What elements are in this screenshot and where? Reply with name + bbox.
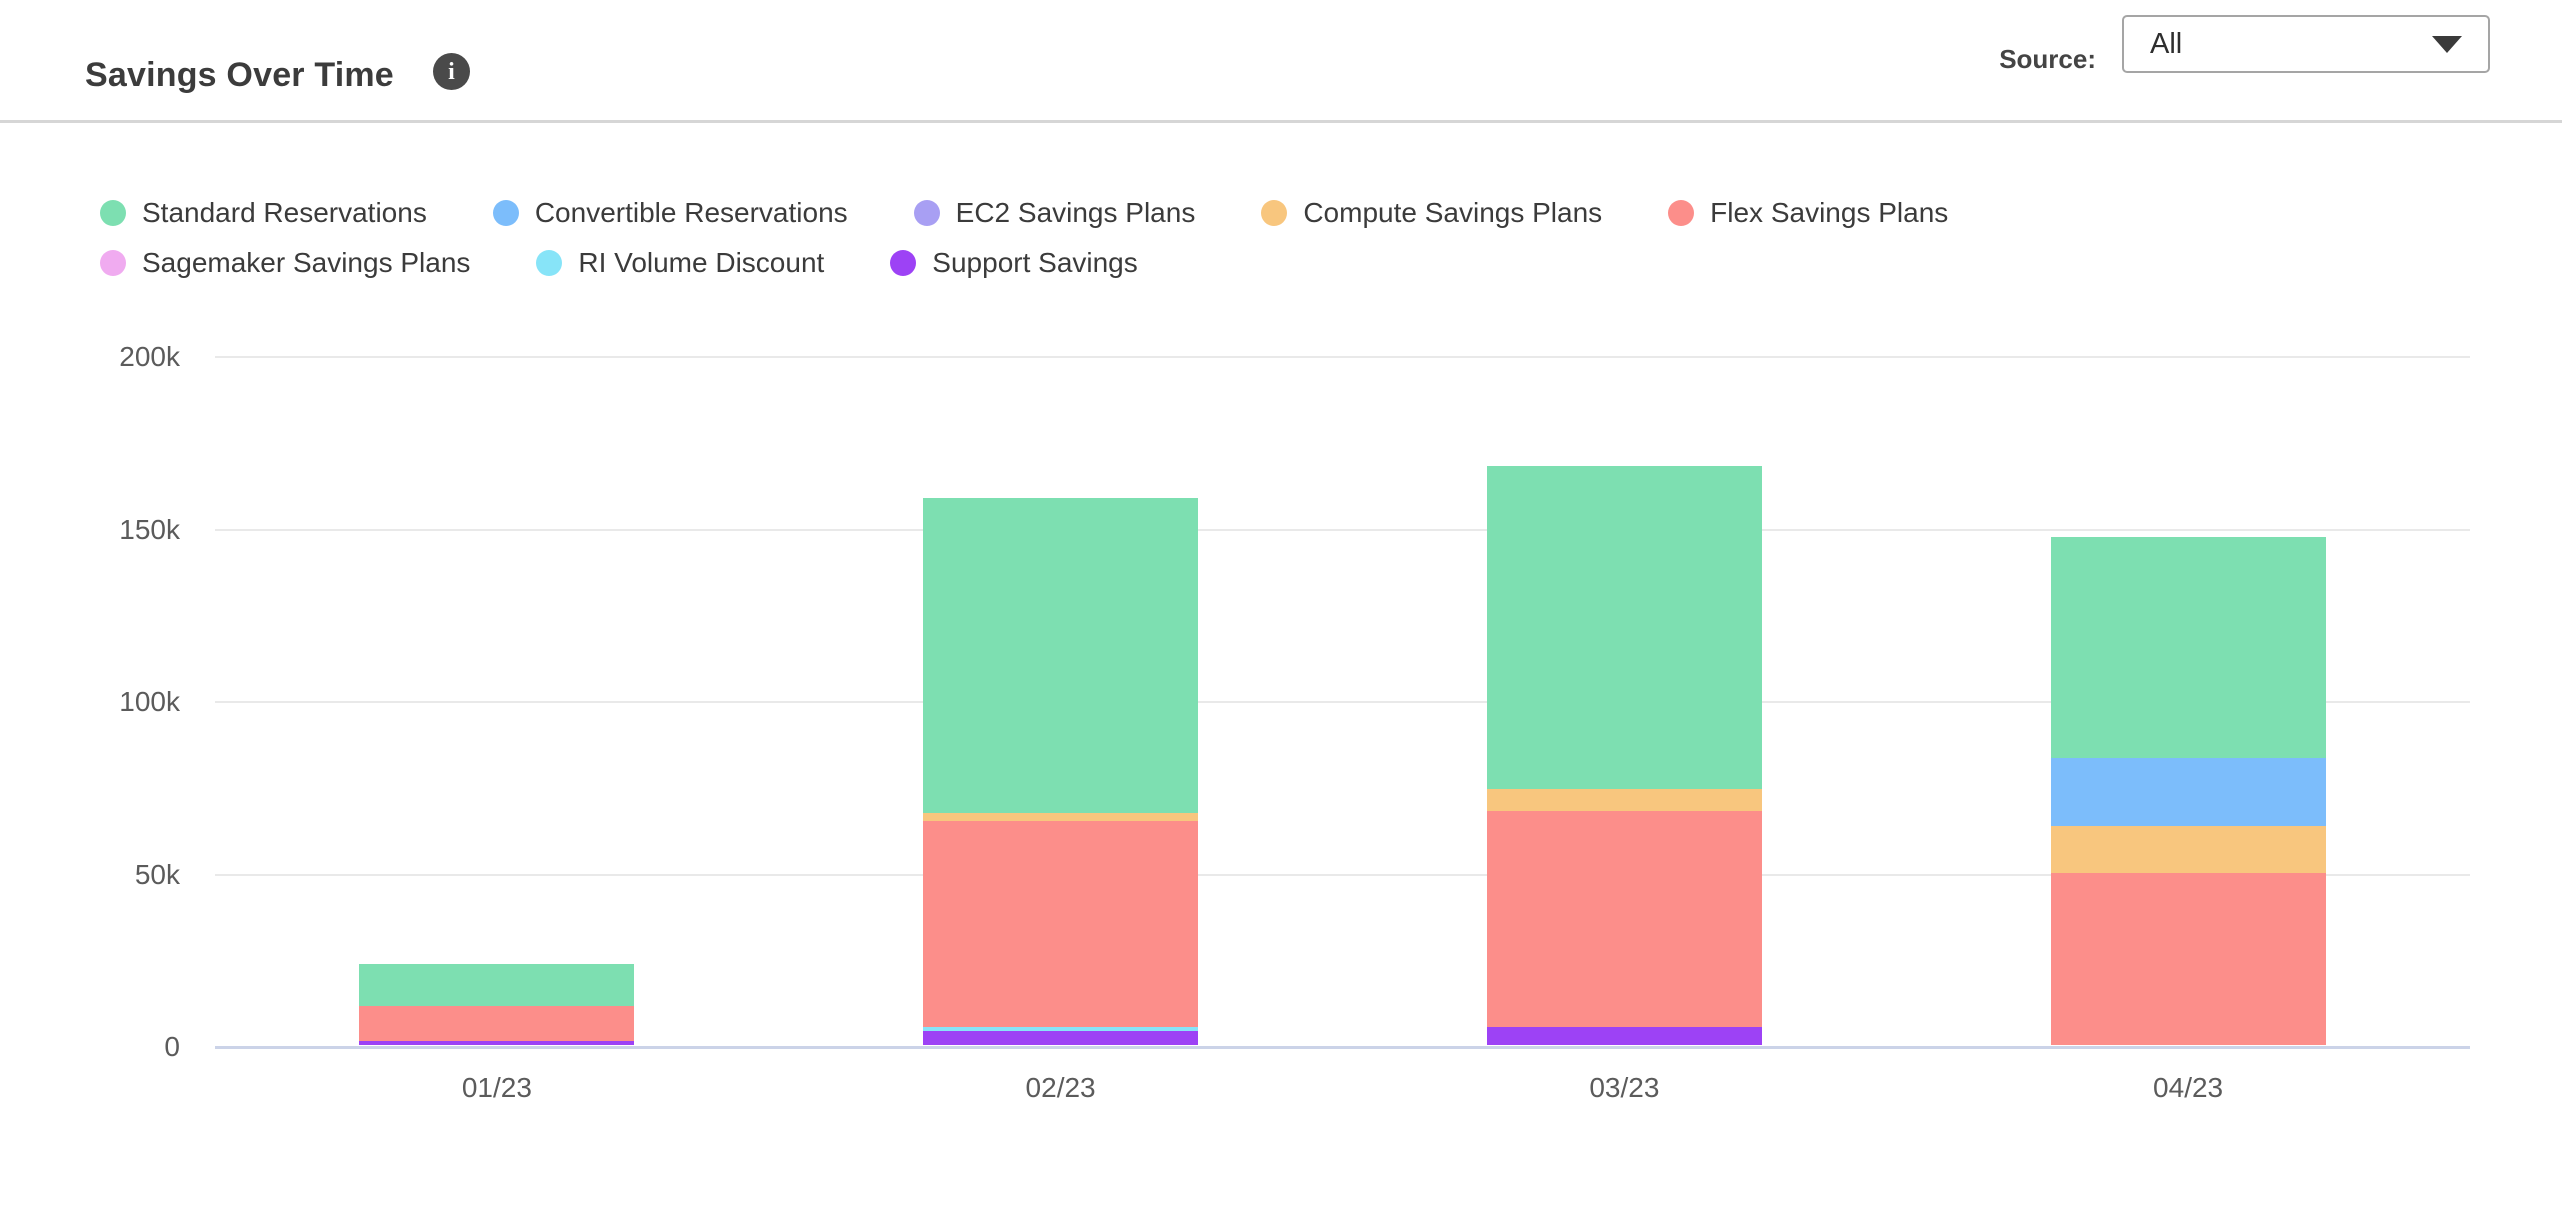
legend-marker-icon (1261, 200, 1288, 226)
legend-item-sagemaker-savings-plans[interactable]: Sagemaker Savings Plans (100, 247, 470, 279)
bar-segment-flex-savings-plans[interactable] (923, 820, 1199, 1027)
bar-segment-support-savings[interactable] (923, 1030, 1199, 1045)
gridline (215, 356, 2470, 358)
legend-item-label: Flex Savings Plans (1710, 197, 1949, 228)
legend-marker-icon (913, 200, 940, 226)
bar-segment-compute-savings-plans[interactable] (2050, 825, 2326, 873)
legend-item-compute-savings-plans[interactable]: Compute Savings Plans (1261, 197, 1602, 229)
legend: Standard Reservations Convertible Reserva… (100, 188, 1948, 288)
legend-item-support-savings[interactable]: Support Savings (890, 247, 1138, 279)
legend-row: Standard Reservations Convertible Reserva… (100, 188, 1948, 238)
legend-item-standard-reservations[interactable]: Standard Reservations (100, 197, 427, 229)
legend-item-label: EC2 Savings Plans (955, 197, 1196, 228)
bar-segment-flex-savings-plans[interactable] (2050, 872, 2326, 1045)
y-axis-label: 150k (119, 513, 180, 545)
bar-segment-flex-savings-plans[interactable] (1486, 811, 1762, 1028)
legend-marker-icon (536, 250, 563, 276)
legend-item-label: Sagemaker Savings Plans (142, 247, 471, 278)
source-dropdown[interactable]: All (2122, 15, 2490, 73)
bar-segment-standard-reservations[interactable] (923, 498, 1199, 813)
source-dropdown-value: All (2150, 27, 2183, 60)
info-icon[interactable]: i (433, 53, 470, 90)
bar-segment-compute-savings-plans[interactable] (1486, 789, 1762, 812)
legend-marker-icon (492, 200, 519, 226)
legend-marker-icon (100, 250, 126, 276)
legend-item-flex-savings-plans[interactable]: Flex Savings Plans (1668, 197, 1948, 229)
y-axis-label: 200k (119, 341, 180, 372)
legend-item-label: RI Volume Discount (578, 247, 825, 278)
legend-item-ri-volume-discount[interactable]: RI Volume Discount (536, 247, 824, 279)
x-axis-label: 02/23 (1025, 1072, 1096, 1103)
x-axis-line (215, 1046, 2470, 1049)
bar-segment-support-savings[interactable] (1486, 1027, 1762, 1045)
legend-item-ec2-savings-plans[interactable]: EC2 Savings Plans (913, 197, 1196, 229)
gridline (215, 701, 2470, 703)
chevron-down-icon (2432, 35, 2462, 53)
legend-marker-icon (890, 250, 917, 276)
legend-marker-icon (1668, 200, 1695, 226)
legend-item-label: Standard Reservations (142, 197, 427, 228)
x-axis-label: 04/23 (2153, 1072, 2224, 1103)
bar-segment-standard-reservations[interactable] (2050, 537, 2326, 758)
bar-segment-flex-savings-plans[interactable] (359, 1006, 635, 1041)
gridline (215, 528, 2470, 531)
page-title: Savings Over Time (85, 56, 394, 94)
bar-segment-support-savings[interactable] (359, 1040, 635, 1045)
header-divider (0, 120, 2562, 123)
bar-segment-standard-reservations[interactable] (1486, 466, 1762, 789)
bar-segment-standard-reservations[interactable] (359, 963, 635, 1006)
legend-item-label: Compute Savings Plans (1303, 197, 1603, 228)
bar-segment-ri-volume-discount[interactable] (923, 1026, 1199, 1031)
bar-segment-compute-savings-plans[interactable] (923, 812, 1199, 821)
y-axis-label: 100k (119, 686, 180, 717)
x-axis-label: 01/23 (461, 1072, 532, 1103)
source-label: Source: (1999, 44, 2096, 74)
y-axis-label: 0 (164, 1031, 180, 1062)
legend-item-label: Convertible Reservations (534, 197, 848, 228)
gridline (215, 873, 2470, 876)
legend-item-convertible-reservations[interactable]: Convertible Reservations (492, 197, 848, 229)
x-axis-label: 03/23 (1589, 1072, 1660, 1103)
legend-marker-icon (100, 200, 126, 226)
legend-row: Sagemaker Savings Plans RI Volume Discoun… (100, 238, 1948, 288)
y-axis-label: 50k (134, 858, 180, 890)
legend-item-label: Support Savings (932, 247, 1138, 278)
bar-segment-convertible-reservations[interactable] (2050, 758, 2326, 826)
